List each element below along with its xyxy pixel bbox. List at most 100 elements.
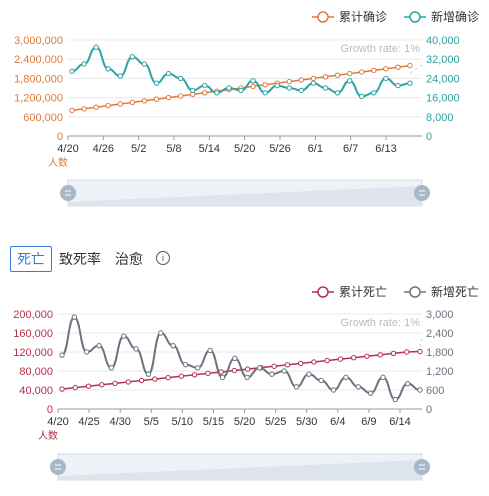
data-point (117, 101, 123, 107)
projection-line (409, 64, 423, 74)
tab-recovered[interactable]: 治愈 (115, 251, 143, 267)
growth-rate-annotation: Growth rate: 1% (341, 43, 421, 55)
y-axis-label: 人数 (48, 156, 68, 169)
zoom-handle-right[interactable] (414, 459, 430, 475)
zoom-handle-knob (60, 185, 76, 201)
data-point (371, 67, 377, 74)
y-right-tick: 32,000 (426, 54, 460, 66)
y-left-tick: 200,000 (13, 309, 53, 321)
zoom-handle-knob (50, 459, 66, 475)
data-point (380, 374, 386, 381)
y-right-tick: 600 (426, 385, 444, 397)
x-tick-label: 5/25 (265, 416, 286, 428)
zoom-handle-left[interactable] (60, 185, 76, 201)
x-tick-label: 4/25 (78, 416, 99, 428)
x-tick-label: 6/7 (343, 143, 358, 155)
data-point (404, 380, 411, 387)
data-point (108, 365, 115, 371)
data-point (141, 98, 148, 104)
data-point (138, 377, 145, 384)
y-left-tick: 1,200,000 (14, 93, 63, 105)
data-point (231, 367, 238, 374)
y-right-tick: 0 (426, 131, 432, 143)
data-point (232, 355, 238, 362)
legend-label-0: 累计确诊 (339, 10, 387, 24)
legend-label-1: 新增确诊 (431, 9, 479, 24)
y-right-tick: 2,400 (426, 328, 454, 340)
data-point (105, 102, 111, 109)
data-point (141, 61, 148, 67)
x-tick-label: 6/1 (308, 143, 323, 155)
info-icon[interactable]: i (156, 251, 170, 265)
y-right-tick: 0 (426, 404, 432, 416)
data-point (359, 93, 365, 100)
data-point (417, 348, 423, 355)
x-tick-label: 4/20 (47, 416, 68, 428)
data-point (145, 371, 152, 377)
y-left-tick: 0 (57, 131, 63, 143)
data-point (311, 359, 317, 365)
data-point (125, 379, 131, 385)
data-point (359, 69, 365, 75)
data-point (178, 373, 185, 379)
data-point (96, 342, 102, 349)
data-point (129, 54, 136, 60)
data-point (271, 363, 277, 369)
data-point (207, 347, 213, 354)
zoom-handle-left[interactable] (50, 459, 66, 475)
data-point (367, 390, 374, 396)
data-point (351, 355, 357, 361)
data-point (244, 366, 251, 372)
tab-deaths[interactable]: 死亡 (10, 246, 52, 272)
data-point (205, 370, 211, 377)
x-tick-label: 5/2 (131, 143, 146, 155)
confirmed-chart: 累计确诊 新增确诊 0 0 600,000 8,000 1,200,000 16,000 1,8… (14, 9, 479, 207)
data-point (133, 346, 139, 352)
data-point (202, 82, 208, 89)
y-right-tick: 1,200 (426, 366, 454, 378)
data-point (297, 360, 304, 367)
data-point (343, 374, 349, 381)
data-point (105, 66, 111, 72)
data-point (177, 93, 184, 99)
projection-line (419, 338, 423, 348)
data-point (322, 74, 329, 80)
data-point (250, 78, 256, 84)
x-tick-label: 5/10 (172, 416, 193, 428)
data-point (59, 352, 65, 358)
data-point (170, 342, 176, 349)
y-left-tick: 1,800,000 (14, 73, 63, 85)
x-tick-label: 6/14 (389, 416, 410, 428)
data-point (182, 361, 189, 368)
y-left-tick: 40,000 (19, 385, 53, 397)
data-point (298, 77, 305, 83)
data-point (334, 72, 341, 78)
data-point (286, 78, 292, 85)
data-point (93, 104, 99, 110)
legend-label-1: 新增死亡 (431, 284, 479, 299)
data-point (274, 82, 280, 89)
data-point (364, 353, 370, 359)
data-point (152, 376, 158, 382)
y-left-tick: 160,000 (13, 328, 53, 340)
data-point (293, 384, 300, 390)
data-point (129, 99, 136, 106)
zoom-slider-fill (68, 186, 422, 206)
x-tick-label: 6/13 (375, 143, 396, 155)
x-tick-label: 6/9 (361, 416, 376, 428)
y-left-tick: 2,400,000 (14, 54, 63, 66)
x-tick-label: 5/5 (144, 416, 159, 428)
legend-label-0: 累计死亡 (339, 285, 387, 299)
x-tick-label: 5/14 (199, 143, 220, 155)
data-point (281, 368, 287, 374)
data-point (395, 64, 401, 70)
data-point (390, 350, 397, 357)
data-point (117, 73, 123, 79)
y-right-tick: 8,000 (426, 112, 454, 124)
tab-fatality-rate[interactable]: 致死率 (59, 251, 101, 267)
y-left-tick: 120,000 (13, 347, 53, 359)
data-point (383, 66, 389, 72)
y-right-tick: 1,800 (426, 347, 454, 359)
zoom-handle-right[interactable] (414, 185, 430, 201)
x-tick-label: 6/4 (330, 416, 345, 428)
